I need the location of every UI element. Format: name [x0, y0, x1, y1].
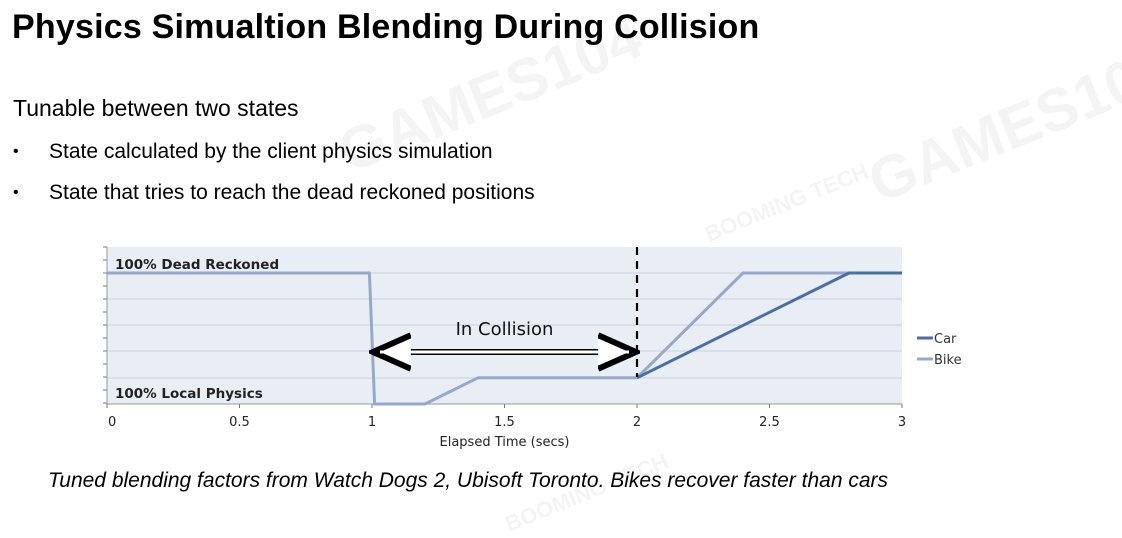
x-tick-label: 2 [633, 415, 641, 430]
bullet-dot-icon: • [13, 184, 19, 201]
slide-title: Physics Simualtion Blending During Colli… [12, 8, 760, 46]
label-dead-reckoned: 100% Dead Reckoned [115, 257, 279, 273]
series-line-car [636, 271, 902, 380]
bullet-text: State calculated by the client physics s… [49, 140, 493, 163]
legend-label: Car [934, 332, 957, 347]
bullet-dot-icon: • [13, 143, 19, 160]
x-tick-label: 0 [108, 415, 116, 430]
x-tick-label: 1.5 [494, 415, 515, 430]
x-axis-label: Elapsed Time (secs) [440, 435, 570, 450]
annotation-in-collision: In Collision [456, 319, 554, 340]
x-tick-label: 0.5 [229, 415, 250, 430]
label-local-physics: 100% Local Physics [115, 386, 263, 402]
slide-caption: Tuned blending factors from Watch Dogs 2… [48, 469, 889, 492]
x-tick-label: 1 [368, 415, 376, 430]
slide-subtitle: Tunable between two states [13, 95, 299, 121]
x-tick-label: 2.5 [759, 415, 780, 430]
series-line-bike [107, 271, 902, 406]
bullet-text: State that tries to reach the dead recko… [49, 181, 535, 204]
x-tick-label: 3 [898, 415, 906, 430]
legend-label: Bike [934, 353, 962, 368]
